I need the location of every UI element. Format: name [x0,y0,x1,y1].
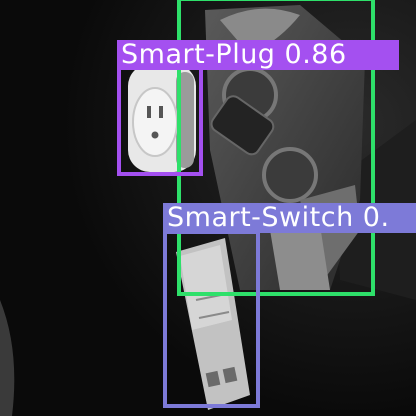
smart-switch-score: 0. [362,202,390,233]
left-edge-object [0,300,15,416]
smart-switch-label: Smart-Switch 0. [163,203,416,233]
smart-switch-class: Smart-Switch [167,202,354,233]
controller-detection-box [177,0,375,296]
smart-plug-class: Smart-Plug [121,39,276,70]
smart-switch-detection-box [163,230,260,408]
smart-plug-detection-box [117,65,203,176]
smart-plug-score: 0.86 [284,39,347,70]
smart-plug-label: Smart-Plug 0.86 [117,40,399,70]
smart-switch-object [176,238,250,410]
